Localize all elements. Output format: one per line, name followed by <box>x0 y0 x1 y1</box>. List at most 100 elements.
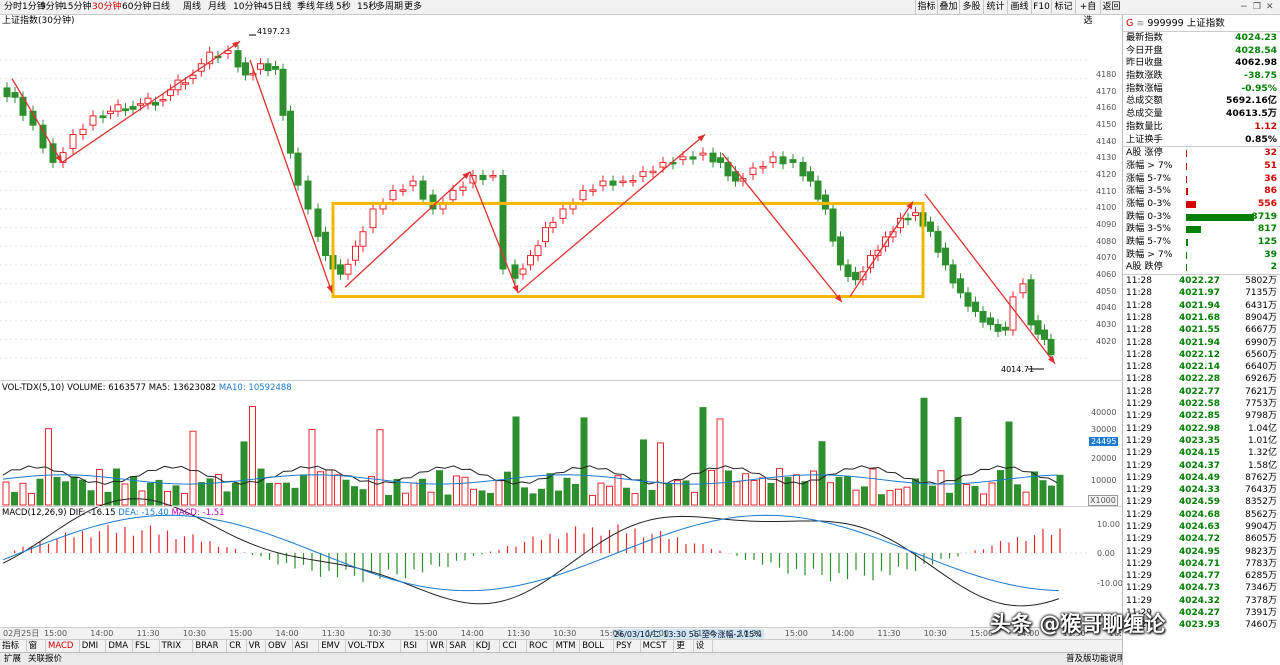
indicator-tab-20[interactable]: MTM <box>554 640 581 653</box>
period-tab-2[interactable]: 5分钟 <box>40 2 64 12</box>
trend-arrow <box>344 171 471 288</box>
quote-panel: G ≡ 999999 上证指数 最新指数 4024.23 今日开盘 4028.54 昨日… <box>1122 15 1280 665</box>
toolbar-button-3[interactable]: 统计 <box>983 0 1007 15</box>
time-axis-tick: 11:30 <box>136 629 160 638</box>
macd-legend: MACD(12,26,9) DIF: -16.15 DEA: -15.40 MA… <box>2 508 225 518</box>
indicator-tab-2[interactable]: MACD <box>46 640 80 653</box>
tick-row: 11:28 4022.14 6640万 <box>1123 361 1280 373</box>
close-icon[interactable]: ✕ <box>1266 2 1274 12</box>
macd-value: MACD: -1.51 <box>171 508 225 518</box>
volume-bar <box>946 492 953 506</box>
indicator-tab-22[interactable]: PSY <box>614 640 641 653</box>
indicator-tab-6[interactable]: TRIX <box>160 640 194 653</box>
indicator-tab-12[interactable]: EMV <box>319 640 346 653</box>
candle-body <box>89 115 97 126</box>
period-tab-4[interactable]: 30分钟 <box>92 2 122 12</box>
period-tab-13[interactable]: 5秒 <box>336 2 351 12</box>
tick-row: 11:29 4024.72 8605万 <box>1123 533 1280 545</box>
toolbar-button-0[interactable]: 指标 <box>915 0 937 15</box>
indicator-tab-11[interactable]: ASI <box>293 640 320 653</box>
volume-bar <box>453 475 460 506</box>
status-1[interactable]: 关联报价 <box>28 654 63 664</box>
candle-body <box>542 227 549 243</box>
period-tab-8[interactable]: 月线 <box>208 2 227 12</box>
period-tab-10[interactable]: 45日线 <box>262 2 292 12</box>
toolbar-button-4[interactable]: 画线 <box>1007 0 1031 15</box>
volume-bar <box>376 429 384 506</box>
volume-bar <box>1022 491 1030 506</box>
indicator-tab-19[interactable]: ROC <box>527 640 554 653</box>
indicator-tab-15[interactable]: WR <box>428 640 448 653</box>
indicator-tab-9[interactable]: VR <box>247 640 266 653</box>
indicator-tab-14[interactable]: RSI <box>401 640 428 653</box>
volume-bar <box>699 407 707 506</box>
period-tab-15[interactable]: 多周期 <box>376 2 404 12</box>
period-tab-3[interactable]: 15分钟 <box>62 2 92 12</box>
toolbar-button-6[interactable]: 标记 <box>1051 0 1075 15</box>
candle-body <box>927 221 934 232</box>
period-tab-16[interactable]: 更多 <box>404 2 423 12</box>
trend-arrowhead <box>697 134 705 142</box>
volume-bar <box>767 482 775 506</box>
status-0[interactable]: 扩展 <box>4 654 22 664</box>
indicator-tab-4[interactable]: DMA <box>106 640 133 653</box>
tick-time: 11:28 <box>1126 386 1152 397</box>
tick-list[interactable]: 11:28 4022.27 5802万 11:28 4021.97 7135万 11:28 4… <box>1123 274 1280 632</box>
tick-price: 4024.63 <box>1179 522 1220 532</box>
tick-time: 11:29 <box>1126 509 1152 520</box>
macd-dif: DIF: -16.15 <box>69 508 116 518</box>
indicator-tab-3[interactable]: DMI <box>80 640 107 653</box>
chart-canvas[interactable] <box>0 15 1122 642</box>
time-axis-tick: 14:00 <box>645 629 669 638</box>
period-tab-12[interactable]: 年线 <box>316 2 335 12</box>
price-axis-tick: 4130 <box>1096 153 1117 162</box>
low-price-label: 4014.71 <box>1001 365 1035 374</box>
period-tab-1[interactable]: 1分钟 <box>22 2 46 12</box>
candle-body <box>609 180 617 186</box>
toolbar-button-7[interactable]: +自选 <box>1075 0 1100 26</box>
period-tab-11[interactable]: 季线 <box>297 2 316 12</box>
toolbar-button-2[interactable]: 多股 <box>959 0 983 15</box>
period-tab-9[interactable]: 10分钟 <box>233 2 263 12</box>
toolbar-button-5[interactable]: F10 <box>1031 0 1051 15</box>
quote-label: 今日开盘 <box>1126 44 1163 56</box>
period-tab-0[interactable]: 分时 <box>4 2 23 12</box>
tick-row: 11:28 4022.28 6926万 <box>1123 373 1280 385</box>
menu-icon[interactable]: ≡ <box>1136 18 1145 29</box>
indicator-tab-17[interactable]: KDJ <box>474 640 501 653</box>
period-tab-6[interactable]: 日线 <box>152 2 171 12</box>
volume-bar <box>53 476 61 506</box>
breadth-label: A股 涨停 <box>1126 147 1163 159</box>
volume-bar <box>988 482 996 506</box>
indicator-tab-21[interactable]: BOLL <box>580 640 614 653</box>
indicator-tab-7[interactable]: BRAR <box>193 640 228 653</box>
candle-body <box>769 156 777 163</box>
indicator-tab-13[interactable]: VOL-TDX <box>346 640 402 653</box>
indicator-tab-18[interactable]: CCI <box>500 640 527 653</box>
indicator-tab-10[interactable]: OBV <box>266 640 293 653</box>
minimize-icon[interactable]: − <box>1240 2 1248 12</box>
indicator-tab-16[interactable]: SAR <box>447 640 474 653</box>
indicator-tab-8[interactable]: CR <box>227 640 247 653</box>
tick-price: 4024.59 <box>1179 497 1220 508</box>
help-link[interactable]: 普及版功能说明 <box>1066 654 1126 664</box>
tick-volume: 7378万 <box>1245 595 1277 606</box>
price-axis-tick: 4020 <box>1096 337 1117 346</box>
breadth-row: 涨幅 0-3% 556 <box>1123 198 1280 211</box>
indicator-tab-5[interactable]: FSL <box>133 640 160 653</box>
info-box: 26/03/10/二 13:30 56 至今涨幅-2.15% <box>612 629 764 640</box>
tick-time: 11:29 <box>1126 522 1152 532</box>
toolbar-button-1[interactable]: 叠加 <box>937 0 959 15</box>
period-tab-5[interactable]: 60分钟 <box>122 2 152 12</box>
price-axis-tick: 4070 <box>1096 253 1117 262</box>
breadth-bar <box>1186 213 1254 221</box>
period-tab-7[interactable]: 周线 <box>183 2 202 12</box>
period-tab-14[interactable]: 15秒 <box>357 2 378 12</box>
tick-row: 11:29 4024.33 7643万 <box>1123 484 1280 496</box>
quote-value: 0.85% <box>1245 133 1277 145</box>
indicator-tab-23[interactable]: MCST <box>641 640 675 653</box>
toolbar-button-8[interactable]: 返回 <box>1100 0 1122 15</box>
quote-value: 4028.54 <box>1235 44 1277 56</box>
restore-icon[interactable]: ❐ <box>1253 2 1262 12</box>
